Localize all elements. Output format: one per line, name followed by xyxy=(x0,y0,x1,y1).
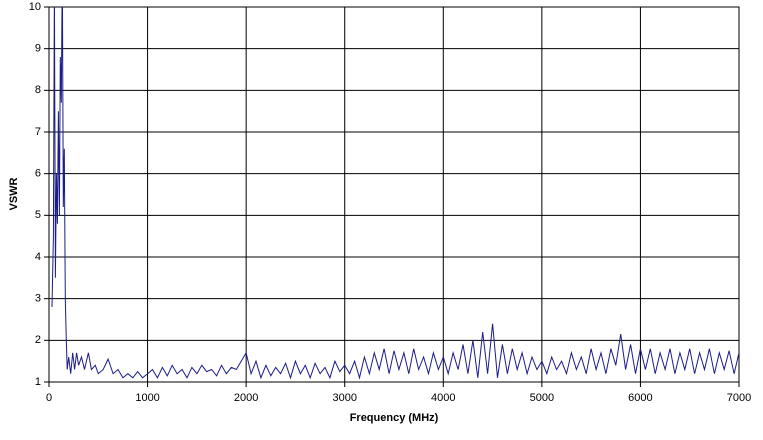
x-tick-label: 7000 xyxy=(727,392,751,404)
data-line xyxy=(51,7,739,380)
x-tick-label: 0 xyxy=(46,392,52,404)
x-axis-title: Frequency (MHz) xyxy=(350,412,439,424)
x-tick-label: 3000 xyxy=(332,392,356,404)
x-tick-label: 1000 xyxy=(135,392,159,404)
x-tick-label: 5000 xyxy=(530,392,554,404)
x-tick-label: 6000 xyxy=(628,392,652,404)
y-tick-label: 7 xyxy=(35,126,41,138)
plot-area xyxy=(48,6,740,383)
y-tick-label: 10 xyxy=(29,1,41,13)
x-tick-label: 4000 xyxy=(431,392,455,404)
y-tick-label: 9 xyxy=(35,43,41,55)
y-tick-label: 8 xyxy=(35,84,41,96)
y-axis-title: VSWR xyxy=(8,177,20,210)
y-tick-label: 1 xyxy=(35,376,41,388)
y-tick-label: 2 xyxy=(35,334,41,346)
y-tick-label: 5 xyxy=(35,209,41,221)
y-tick-label: 6 xyxy=(35,168,41,180)
x-tick-label: 2000 xyxy=(234,392,258,404)
y-tick-label: 4 xyxy=(35,251,41,263)
y-tick-label: 3 xyxy=(35,293,41,305)
